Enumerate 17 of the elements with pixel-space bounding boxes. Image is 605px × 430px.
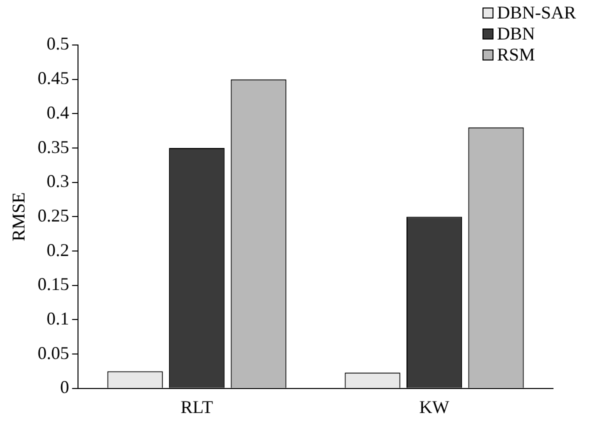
y-tick-label: 0.5 — [46, 34, 70, 54]
y-tick-label: 0.4 — [46, 102, 70, 122]
y-tick-label: 0.45 — [38, 68, 70, 88]
y-tick-label: 0.2 — [46, 240, 70, 260]
y-tick-label: 0.15 — [38, 274, 70, 294]
legend-label: RSM — [496, 44, 536, 65]
y-axis-title: RMSE — [8, 192, 29, 242]
y-tick-label: 0.05 — [38, 342, 70, 363]
legend-label: DBN — [496, 24, 535, 44]
y-tick-label: 0.3 — [46, 171, 70, 192]
legend-label: DBN-SAR — [496, 2, 576, 23]
y-tick-label: 0.25 — [38, 205, 70, 226]
y-tick-label: 0 — [60, 377, 70, 398]
x-tick-label: RLT — [180, 396, 213, 417]
x-tick-label: KW — [419, 396, 450, 417]
y-tick-label: 0.1 — [46, 308, 70, 328]
y-tick-label: 0.35 — [38, 136, 70, 157]
